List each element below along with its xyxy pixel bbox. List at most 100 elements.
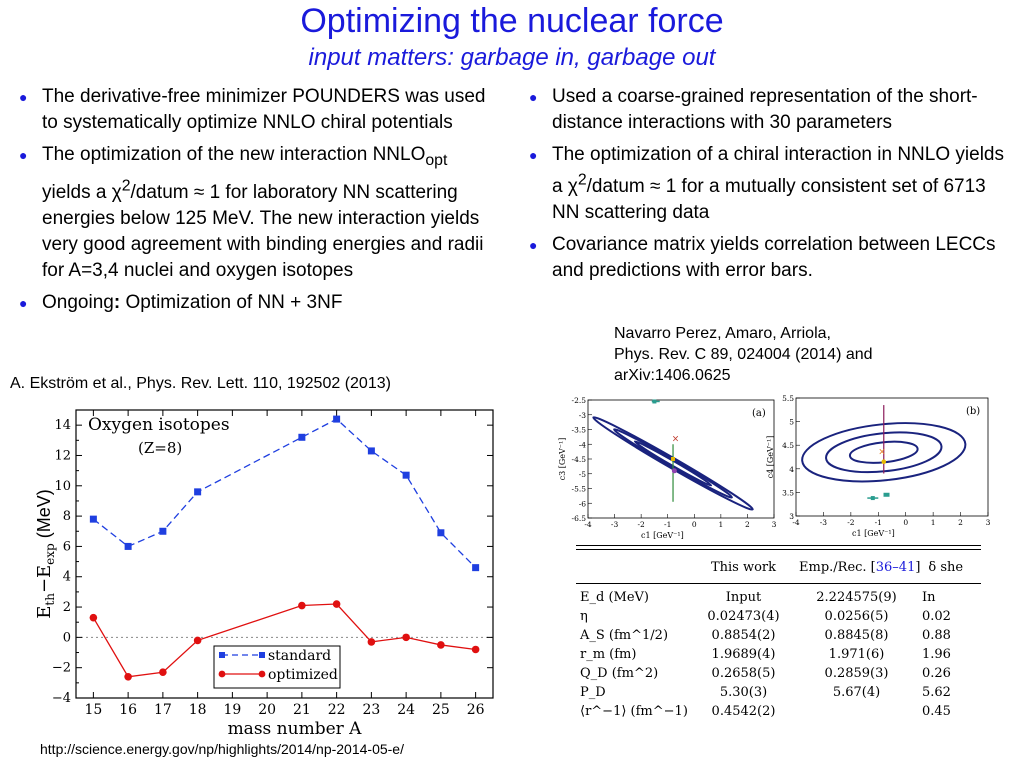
correlation-panel-a: -4 -3 -2 -1 0 1 2 3 -2.5 -3 -3.5 -4 -4.5 -5 -5.5 -6 -6.5… (558, 396, 777, 540)
data-point-optimized (89, 613, 98, 622)
right-citation-line: Phys. Rev. C 89, 024004 (2014) and (614, 346, 873, 363)
chart-annotation: Oxygen isotopes (88, 415, 230, 435)
y-tick-label: −2 (52, 661, 71, 676)
x-tick-label: -2 (637, 520, 645, 529)
x-tick-label: 3 (986, 518, 991, 527)
table-header-cell: Emp./Rec. [36–41] (799, 560, 921, 575)
x-tick-label: 19 (223, 702, 241, 718)
right-citation: Navarro Perez, Amaro, Arriola, Phys. Rev… (614, 323, 873, 386)
left-bullet-2: ● The optimization of the new interaction… (12, 142, 492, 284)
data-point-standard (367, 447, 375, 455)
data-point: × (672, 434, 680, 444)
left-bullet-text: Ongoing: Optimization of NN + 3NF (42, 292, 343, 314)
confidence-ellipse (825, 431, 943, 474)
table-row-label: A_S (fm^1/2) (580, 628, 669, 643)
y-tick-label: 14 (54, 418, 71, 433)
slide-subtitle: input matters: garbage in, garbage out (308, 44, 716, 71)
data-point-optimized (159, 668, 167, 677)
table-header-cell: This work (710, 560, 777, 575)
deuteron-table-container: This work Emp./Rec. [36–41] δ she E_d (M… (576, 541, 981, 746)
x-tick-label: 22 (328, 702, 346, 718)
table-cell: 0.8845(8) (824, 628, 889, 643)
x-tick-label: 16 (119, 702, 137, 718)
y-tick-label: 0 (63, 630, 71, 645)
table-cell: 0.26 (922, 666, 951, 681)
legend-marker (258, 670, 266, 678)
left-bullet-3: ● Ongoing: Optimization of NN + 3NF (12, 290, 492, 316)
table-row-label: Q_D (fm^2) (580, 666, 659, 681)
y-tick-label: 2 (63, 600, 71, 615)
x-tick-label: -3 (820, 518, 828, 527)
y-tick-label: 12 (54, 448, 71, 463)
table-cell: In (922, 590, 936, 605)
table-row: ⟨r^−1⟩ (fm^−1) 0.4542(2) 0.45 (576, 702, 981, 721)
table-row-label: P_D (580, 685, 606, 700)
right-bullet-1: ● Used a coarse-grained representation of… (522, 84, 1017, 136)
table-cell: 5.67(4) (832, 685, 881, 700)
y-tick-label: 4.5 (782, 441, 794, 450)
data-point-standard (89, 515, 97, 523)
data-point-standard (333, 415, 341, 423)
table-header-row: This work Emp./Rec. [36–41] δ she (576, 558, 981, 577)
correlation-panel-b: -4 -3 -2 -1 0 1 2 3 3 3.5 4 4.5 5 5.5 c1 [GeV⁻¹] c4 [Ge… (766, 394, 991, 538)
table-cell: 0.88 (922, 628, 951, 643)
data-point-optimized (332, 600, 341, 608)
table-row-label: η (580, 609, 588, 624)
y-axis-label: c4 [GeV⁻¹] (766, 436, 775, 479)
table-cell: 0.4542(2) (711, 704, 776, 719)
panel-frame (795, 397, 989, 517)
panel-frame (587, 399, 775, 519)
data-point (671, 457, 676, 461)
data-point-optimized (298, 601, 306, 610)
data-point (870, 496, 875, 501)
data-point: × (878, 448, 886, 458)
data-point-optimized (124, 672, 132, 681)
right-bullet-2: ● The optimization of a chiral interactio… (522, 142, 1017, 226)
ref-link[interactable]: 36–41 (875, 560, 916, 575)
x-tick-label: 0 (903, 518, 908, 527)
data-point-optimized (193, 636, 202, 645)
table-cell: 5.62 (922, 685, 951, 700)
table-row: E_d (MeV) Input 2.224575(9) In (576, 588, 981, 607)
bullet-dot-icon: ● (529, 237, 538, 254)
y-tick-label: 6 (63, 539, 71, 554)
right-bullet-text: Used a coarse-grained representation of … (552, 86, 978, 133)
x-tick-label: -4 (792, 518, 800, 527)
data-point-standard (124, 542, 132, 550)
table-row-label: E_d (MeV) (580, 590, 649, 605)
confidence-ellipse (633, 440, 713, 487)
confidence-ellipse (801, 422, 967, 483)
legend-marker (218, 670, 226, 678)
slide-title: Optimizing the nuclear force (300, 2, 724, 40)
legend-marker (219, 652, 225, 658)
y-tick-label: -5.5 (572, 485, 587, 494)
left-citation: A. Ekström et al., Phys. Rev. Lett. 110,… (10, 375, 391, 392)
y-tick-label: 10 (54, 479, 71, 494)
table-row: η 0.02473(4) 0.0256(5) 0.02 (576, 607, 981, 626)
table-header-cell: δ she (928, 560, 964, 575)
x-tick-label: 24 (397, 702, 415, 718)
table-header-cell (576, 558, 692, 577)
data-point-standard (472, 564, 480, 572)
right-bullet-text: Covariance matrix yields correlation bet… (552, 234, 996, 282)
data-point-optimized (471, 645, 480, 654)
x-tick-label: 23 (362, 702, 380, 718)
y-tick-label: -6 (579, 499, 587, 508)
table-cell: 0.02 (922, 609, 951, 624)
source-url[interactable]: http://science.energy.gov/np/highlights/… (40, 741, 404, 757)
table-cell: 0.2859(3) (824, 666, 889, 681)
x-tick-label: 20 (258, 702, 276, 718)
chart-annotation-z: (Z=8) (138, 439, 182, 457)
y-axis-label: c3 [GeV⁻¹] (558, 438, 567, 481)
y-tick-label: 3.5 (782, 488, 794, 497)
table-row-label: ⟨r^−1⟩ (fm^−1) (580, 704, 688, 719)
y-tick-label: 4 (789, 465, 794, 474)
table-cell: 2.224575(9) (816, 590, 897, 605)
x-tick-label: 1 (931, 518, 936, 527)
left-bullet-1: ● The derivative-free minimizer POUNDERS … (12, 84, 492, 136)
x-axis-label: c1 [GeV⁻¹] (852, 529, 895, 538)
bullet-dot-icon: ● (19, 89, 28, 105)
table-cell: 0.45 (922, 704, 951, 719)
left-bullet-text: The optimization of the new interaction … (42, 144, 484, 282)
